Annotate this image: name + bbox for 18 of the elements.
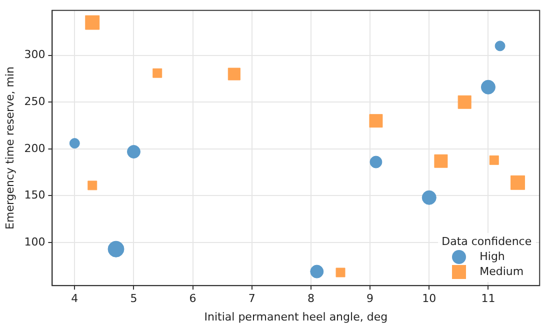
y-tick-label: 100 <box>24 235 46 248</box>
x-tick-label: 6 <box>189 292 196 306</box>
y-axis-title: Emergency time reserve, min <box>3 66 16 230</box>
y-tick-label: 300 <box>24 48 46 62</box>
x-tick-label: 8 <box>307 292 314 306</box>
legend-title: Data confidence <box>442 234 532 248</box>
x-tick-label: 9 <box>366 292 374 306</box>
y-tick-label: 250 <box>24 94 46 108</box>
y-tick-label: 200 <box>24 142 46 155</box>
y-tick-label: 150 <box>24 188 46 202</box>
legend-label: Medium <box>480 265 524 278</box>
x-tick-label: 10 <box>422 292 436 306</box>
x-tick-label: 4 <box>71 292 78 306</box>
x-tick-label: 7 <box>248 292 256 306</box>
x-axis-title: Initial permanent heel angle, deg <box>204 310 388 324</box>
x-tick-label: 11 <box>481 292 496 306</box>
legend-label: High <box>480 250 505 264</box>
x-tick-label: 5 <box>130 292 138 306</box>
